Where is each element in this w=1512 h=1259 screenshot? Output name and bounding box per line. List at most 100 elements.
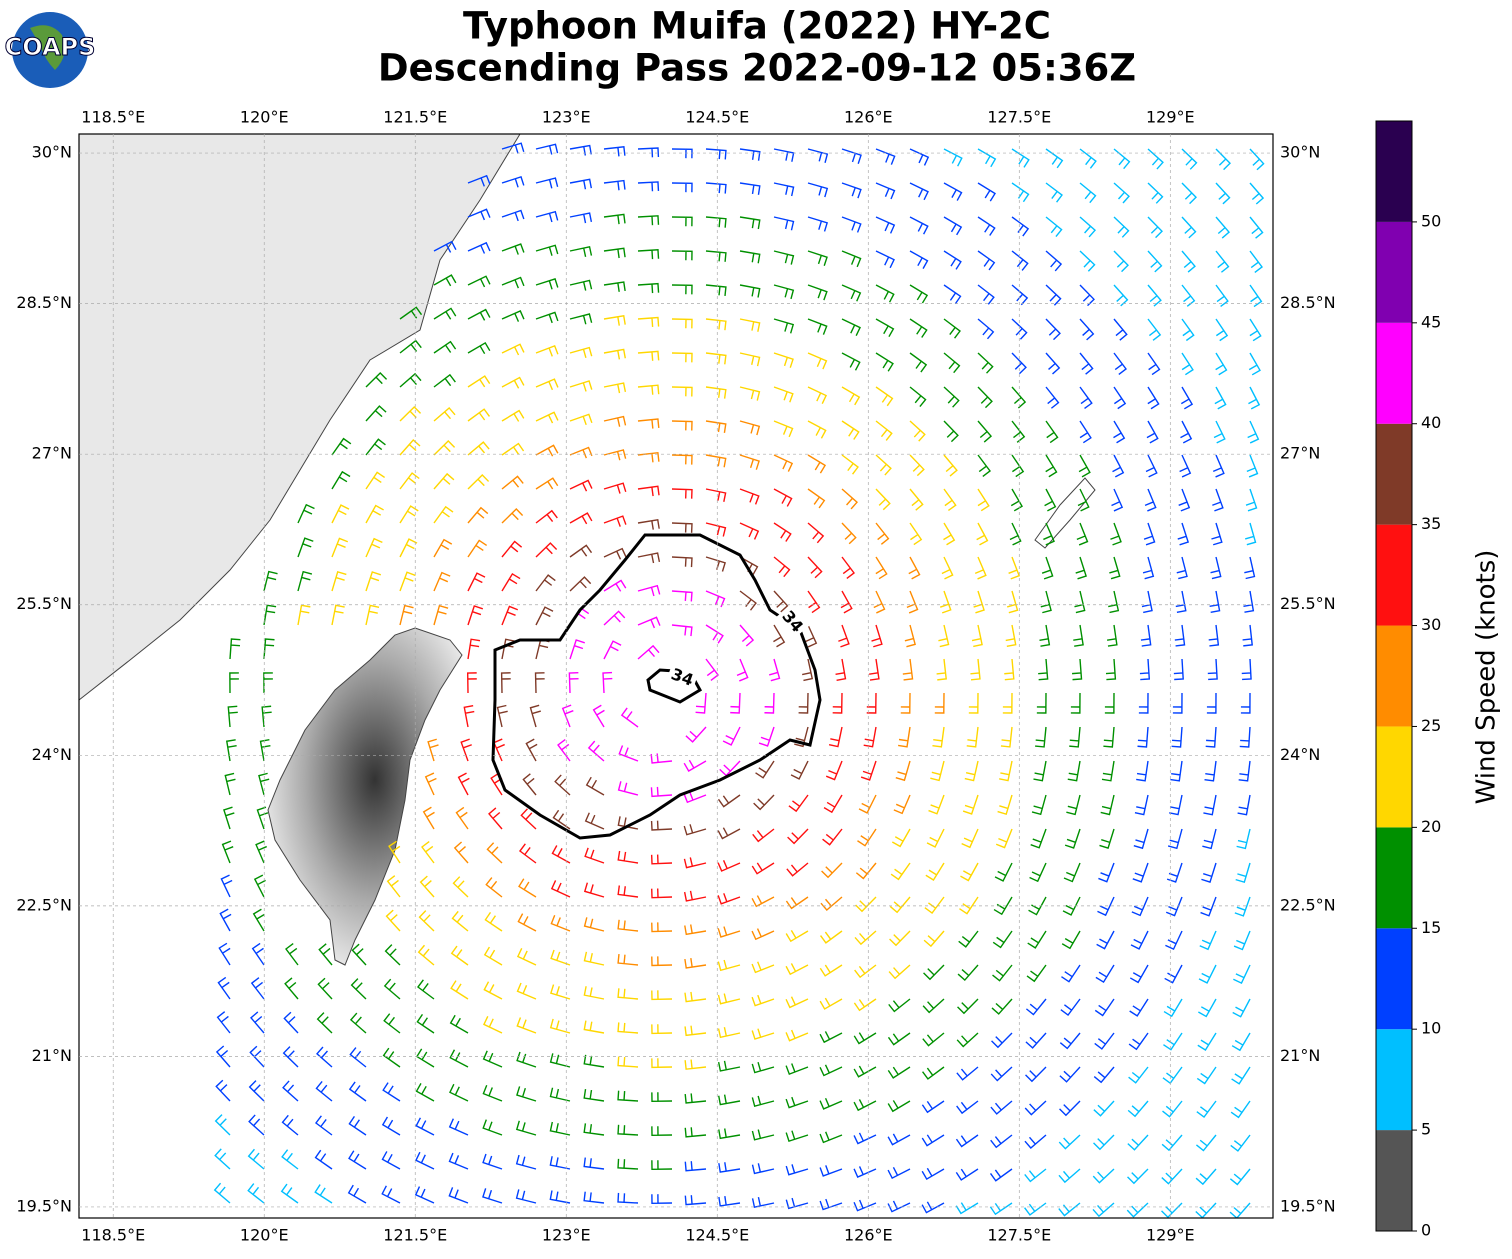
wind-barb [909, 386, 927, 408]
wind-barb [835, 658, 847, 681]
wind-barb [463, 704, 475, 728]
wind-barb [875, 522, 890, 545]
wind-barb [651, 956, 673, 967]
wind-barb [637, 644, 660, 660]
wind-barb [1005, 624, 1017, 648]
wind-barb [717, 1060, 741, 1072]
wind-barb [418, 910, 435, 932]
wind-barb [841, 182, 862, 199]
wind-barb [637, 616, 661, 629]
wind-barb [1205, 726, 1217, 748]
wind-barb [819, 1097, 843, 1110]
wind-barb [958, 930, 979, 948]
wind-barb [841, 454, 859, 475]
wind-barb [1058, 1202, 1081, 1217]
wind-barb [788, 794, 809, 813]
wind-barb [875, 420, 893, 441]
wind-barb [841, 216, 862, 233]
wind-barb [569, 212, 593, 224]
wind-barb [1181, 216, 1197, 239]
wind-barb [603, 145, 626, 157]
wind-barb [1161, 1168, 1183, 1185]
y-tick-label: 19.5°N [1280, 1196, 1336, 1215]
wind-barb [214, 1114, 231, 1136]
wind-barb [1129, 998, 1149, 1017]
wind-barb [1094, 998, 1115, 1017]
wind-barb [388, 840, 401, 864]
wind-barb [1098, 862, 1115, 883]
wind-barb [583, 986, 605, 1000]
wind-barb [739, 386, 761, 401]
wind-barb [315, 1115, 333, 1136]
wind-barb [348, 1081, 367, 1102]
wind-barb [758, 726, 775, 747]
wind-barb [569, 639, 585, 660]
wind-barb [1247, 420, 1260, 444]
wind-barb [467, 308, 491, 321]
wind-barb [637, 485, 660, 497]
wind-barb [1180, 386, 1194, 410]
x-tick-label: 121.5°E [383, 108, 447, 127]
wind-barb [790, 760, 809, 780]
wind-barb [807, 522, 825, 544]
map-frame [78, 133, 1274, 1219]
wind-barb [535, 244, 559, 256]
wind-barb [924, 896, 945, 915]
wind-barb [1147, 318, 1162, 341]
x-tick-label: 123°E [542, 1226, 591, 1245]
wind-barb [1092, 1202, 1115, 1218]
wind-barb [525, 738, 538, 762]
y-tick-label: 30°N [1280, 143, 1320, 162]
wind-barb [603, 179, 626, 191]
wind-barb [997, 794, 1013, 816]
wind-barb [1038, 658, 1049, 681]
wind-barb [875, 284, 895, 303]
wind-barb [773, 182, 795, 197]
colorbar-tick-label: 40 [1421, 413, 1441, 432]
wind-barb [433, 373, 456, 388]
wind-barb [1078, 454, 1091, 478]
wind-barb [943, 250, 962, 270]
wind-barb [1045, 352, 1061, 375]
wind-barb [957, 998, 979, 1015]
wind-barb [751, 895, 775, 908]
wind-barb [569, 313, 593, 325]
wind-barb [684, 1025, 707, 1037]
wind-barb [1249, 216, 1264, 239]
wind-barb [1113, 148, 1131, 170]
wind-barb [620, 707, 639, 728]
wind-barb [860, 760, 877, 781]
wind-barb [1170, 760, 1183, 782]
wind-barb [684, 1161, 707, 1172]
wind-barb [552, 809, 571, 830]
wind-barb [977, 148, 997, 168]
wind-barb [467, 341, 491, 355]
wind-barb [683, 890, 707, 902]
wind-barb [617, 816, 639, 830]
wind-barb [1093, 1100, 1115, 1117]
wind-barb [928, 794, 945, 815]
wind-barb [909, 284, 929, 304]
wind-barb [1215, 216, 1231, 239]
wind-barb [863, 726, 877, 748]
wind-barb [1195, 1168, 1217, 1186]
wind-barb [773, 488, 793, 507]
wind-barb [943, 148, 963, 167]
wind-barb [807, 420, 827, 439]
wind-barb [943, 216, 963, 236]
wind-barb [568, 672, 579, 694]
wind-barb [1103, 726, 1115, 748]
wind-barb [460, 738, 472, 762]
wind-barb [990, 1066, 1013, 1082]
wind-barb [258, 772, 270, 796]
wind-barb [684, 1059, 707, 1070]
wind-barb [385, 909, 401, 932]
wind-barb [1069, 726, 1081, 748]
wind-barb [331, 437, 352, 456]
colorbar-tick-label: 45 [1421, 312, 1441, 331]
y-tick-label: 21°N [1280, 1046, 1320, 1065]
wind-barb [349, 1012, 367, 1034]
wind-barb [1143, 522, 1156, 546]
wind-barb [888, 998, 911, 1013]
wind-barb [493, 738, 505, 762]
